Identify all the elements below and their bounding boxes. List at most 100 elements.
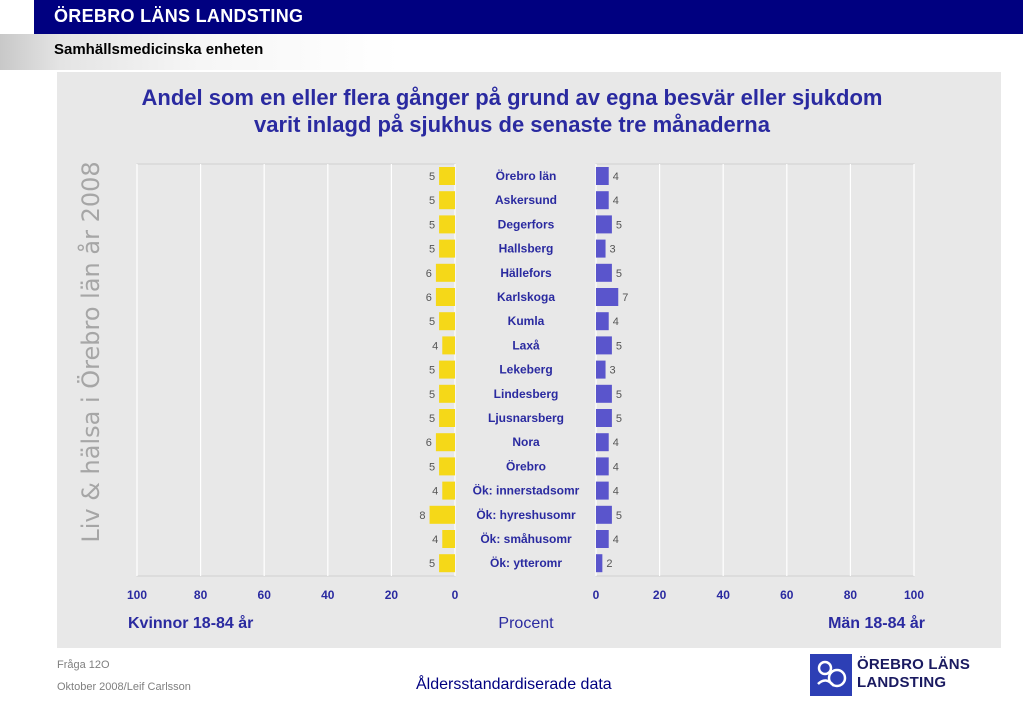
women-value-label: 6: [426, 292, 432, 304]
men-value-label: 4: [613, 316, 619, 328]
category-label: Askersund: [495, 193, 557, 207]
category-label: Lekeberg: [499, 363, 552, 377]
category-label: Degerfors: [498, 217, 555, 231]
left-tick-label: 100: [127, 588, 147, 602]
men-value-label: 4: [613, 171, 619, 183]
women-bar: [442, 336, 455, 355]
men-value-label: 5: [616, 340, 622, 352]
men-bar: [596, 530, 609, 548]
men-bar: [596, 409, 612, 427]
women-value-label: 5: [429, 219, 435, 231]
women-value-label: 6: [426, 437, 432, 449]
men-value-label: 3: [610, 244, 616, 256]
chart-title-line-1: Andel som en eller flera gånger på grund…: [141, 85, 883, 110]
women-value-label: 5: [429, 413, 435, 425]
right-tick-label: 0: [593, 588, 600, 602]
men-bar: [596, 384, 612, 403]
logo-line-1: ÖREBRO LÄNS: [857, 656, 971, 673]
unit-name: Samhällsmedicinska enheten: [54, 41, 264, 58]
men-value-label: 5: [616, 268, 622, 280]
women-bar: [435, 433, 455, 452]
men-bar: [596, 263, 612, 282]
women-value-label: 8: [419, 510, 425, 522]
women-bar: [439, 215, 455, 234]
women-bar: [439, 191, 455, 210]
left-tick-label: 20: [385, 588, 399, 602]
women-bar: [435, 288, 455, 306]
women-bar: [439, 409, 455, 427]
category-label: Karlskoga: [497, 290, 555, 304]
right-plot-area: [595, 163, 915, 577]
women-value-label: 5: [429, 244, 435, 256]
category-label: Hallsberg: [499, 242, 554, 256]
logo-line-2: LANDSTING: [857, 674, 947, 691]
men-value-label: 5: [616, 413, 622, 425]
men-bar: [596, 336, 612, 355]
men-bar: [596, 457, 609, 476]
women-bar: [439, 554, 455, 573]
category-label: Örebro: [506, 458, 546, 473]
women-value-label: 5: [429, 558, 435, 570]
men-bar: [596, 288, 619, 306]
category-label: Lindesberg: [494, 387, 559, 401]
chart-title-line-2: varit inlagd på sjukhus de senaste tre m…: [254, 112, 770, 137]
women-value-label: 4: [432, 340, 438, 352]
category-label: Laxå: [512, 338, 540, 352]
right-tick-label: 100: [904, 588, 924, 602]
women-value-label: 4: [432, 486, 438, 498]
women-bar: [429, 505, 455, 524]
men-value-label: 5: [616, 389, 622, 401]
women-value-label: 5: [429, 461, 435, 473]
men-value-label: 4: [613, 195, 619, 207]
women-bar: [439, 457, 455, 476]
chart-title: Andel som en eller flera gånger på grund…: [57, 84, 967, 138]
logo: ÖREBRO LÄNS LANDSTING: [810, 654, 975, 696]
men-bar: [596, 239, 606, 258]
left-tick-label: 0: [452, 588, 459, 602]
category-label: Kumla: [508, 314, 545, 328]
left-tick-label: 60: [258, 588, 272, 602]
women-bar: [439, 239, 455, 258]
men-bar: [596, 481, 609, 500]
data-note: Åldersstandardiserade data: [416, 676, 612, 693]
subheader-bar: Samhällsmedicinska enheten: [0, 34, 1023, 70]
men-value-label: 4: [613, 437, 619, 449]
header-bar: ÖREBRO LÄNS LANDSTING: [34, 0, 1023, 34]
x-axis-label: Procent: [498, 615, 554, 632]
men-value-label: 2: [606, 558, 612, 570]
women-bar: [435, 263, 455, 282]
women-bar: [439, 312, 455, 331]
men-value-label: 4: [613, 486, 619, 498]
men-bar: [596, 505, 612, 524]
men-value-label: 4: [613, 534, 619, 546]
right-tick-label: 20: [653, 588, 667, 602]
men-bar: [596, 433, 609, 452]
women-value-label: 6: [426, 268, 432, 280]
women-series-label: Kvinnor 18-84 år: [128, 614, 253, 632]
category-label: Örebro län: [496, 168, 557, 183]
women-value-label: 5: [429, 171, 435, 183]
question-label: Fråga 12O: [57, 659, 110, 671]
women-value-label: 5: [429, 195, 435, 207]
left-tick-label: 80: [194, 588, 208, 602]
men-bar: [596, 167, 609, 185]
right-tick-label: 80: [844, 588, 858, 602]
women-bar: [439, 167, 455, 185]
men-bar: [596, 191, 609, 210]
men-bar: [596, 554, 603, 573]
right-tick-label: 40: [717, 588, 731, 602]
left-tick-label: 40: [321, 588, 335, 602]
right-tick-label: 60: [780, 588, 794, 602]
women-value-label: 5: [429, 365, 435, 377]
category-label: Ök: småhusomr: [480, 531, 572, 546]
category-label: Hällefors: [500, 266, 552, 280]
category-label: Ök: ytteromr: [490, 555, 562, 570]
men-value-label: 5: [616, 510, 622, 522]
women-value-label: 5: [429, 389, 435, 401]
women-value-label: 4: [432, 534, 438, 546]
category-label: Ök: innerstadsomr: [473, 483, 580, 498]
men-value-label: 4: [613, 461, 619, 473]
men-bar: [596, 312, 609, 331]
women-bar: [439, 360, 455, 379]
